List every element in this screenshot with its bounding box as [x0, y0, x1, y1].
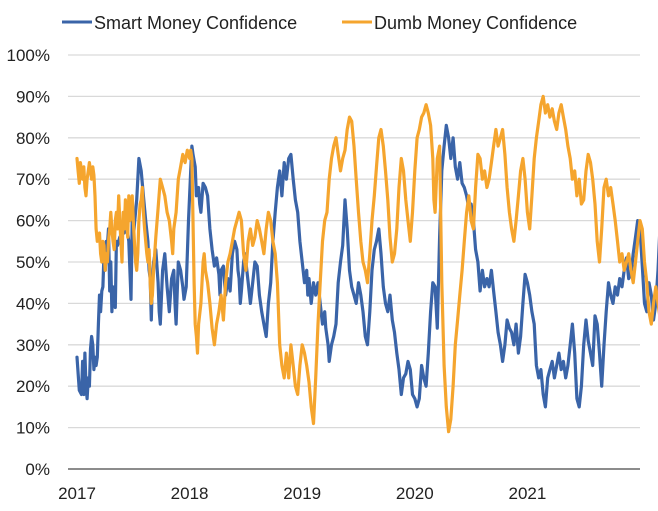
y-tick-label: 80% [16, 129, 50, 148]
x-tick-label: 2021 [508, 484, 546, 503]
x-tick-label: 2018 [171, 484, 209, 503]
series-lines [75, 94, 658, 434]
y-tick-label: 10% [16, 419, 50, 438]
x-tick-label: 2020 [396, 484, 434, 503]
legend: Smart Money Confidence Dumb Money Confid… [62, 13, 577, 33]
y-tick-label: 20% [16, 377, 50, 396]
x-tick-label: 2019 [283, 484, 321, 503]
series-line-dumb-money [75, 94, 658, 434]
y-tick-label: 100% [7, 46, 50, 65]
y-tick-label: 0% [25, 460, 50, 479]
y-tick-label: 90% [16, 87, 50, 106]
legend-label-dumb-money: Dumb Money Confidence [374, 13, 577, 33]
y-tick-label: 40% [16, 294, 50, 313]
legend-label-smart-money: Smart Money Confidence [94, 13, 297, 33]
y-tick-label: 60% [16, 212, 50, 231]
x-axis-tick-labels: 2017 2018 2019 2020 2021 [58, 484, 546, 503]
y-tick-label: 50% [16, 253, 50, 272]
y-tick-label: 30% [16, 336, 50, 355]
series-line-smart-money [75, 123, 658, 409]
y-axis-tick-labels: 0% 10% 20% 30% 40% 50% 60% 70% 80% 90% 100% [7, 46, 50, 479]
y-tick-label: 70% [16, 170, 50, 189]
x-tick-label: 2017 [58, 484, 96, 503]
